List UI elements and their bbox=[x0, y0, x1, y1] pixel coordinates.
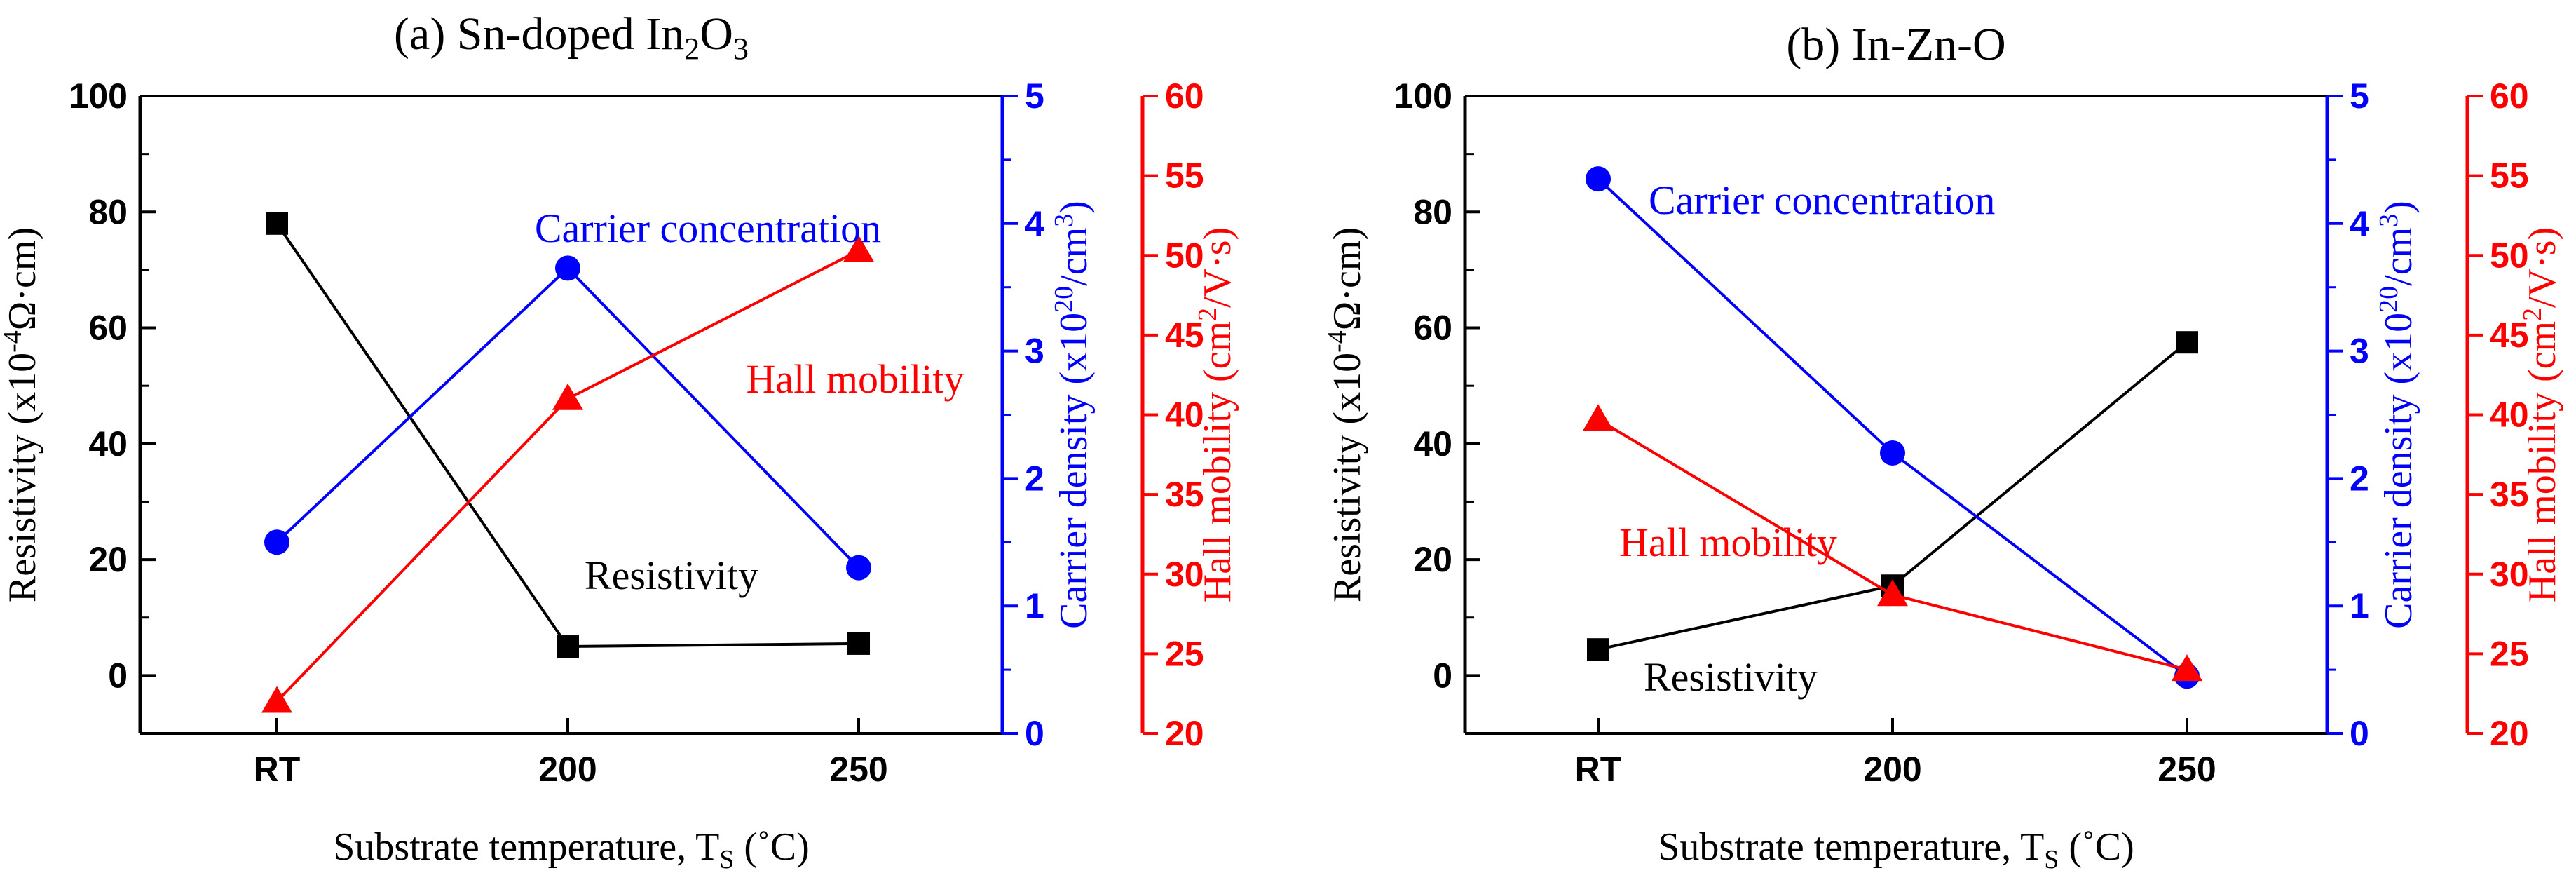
y-tick-label: 20 bbox=[1413, 540, 1452, 579]
y-tick-label: 45 bbox=[1165, 316, 1204, 355]
series-line-carrier-concentration bbox=[275, 266, 860, 569]
y-axis-label-2: Hall mobility (cm2/V·s) bbox=[1193, 227, 1239, 602]
y-tick-label: 4 bbox=[2350, 204, 2369, 243]
y-tick-label: 100 bbox=[69, 76, 128, 116]
y-tick-label: 5 bbox=[2350, 76, 2369, 116]
y-axis-label-2: Hall mobility (cm2/V·s) bbox=[2518, 227, 2564, 602]
y-tick-label: 80 bbox=[88, 192, 128, 231]
data-point-hall-mobility bbox=[552, 383, 583, 410]
chart-title: (b) In-Zn-O bbox=[1786, 19, 2005, 70]
y-tick-label: 0 bbox=[2350, 714, 2369, 753]
data-point-hall-mobility bbox=[1583, 404, 1614, 431]
data-point-hall-mobility bbox=[2172, 654, 2202, 682]
y-axis-label-0: Resistivity (x10-4Ω·cm) bbox=[1323, 227, 1369, 602]
x-tick-label: 200 bbox=[538, 750, 597, 789]
y-axis-label-1: Carrier density (x1020/cm3) bbox=[2374, 201, 2420, 629]
y-tick-label: 4 bbox=[1025, 204, 1044, 243]
x-tick-label: RT bbox=[1575, 750, 1622, 789]
y-tick-label: 35 bbox=[1165, 475, 1204, 514]
y-tick-label: 1 bbox=[2350, 586, 2369, 625]
annotation-hall-mobility: Hall mobility bbox=[1619, 520, 1837, 565]
y-tick-label: 80 bbox=[1413, 192, 1452, 231]
y-tick-label: 25 bbox=[2490, 634, 2529, 673]
y-tick-label: 60 bbox=[88, 309, 128, 348]
data-point-carrier-concentration bbox=[1586, 166, 1611, 192]
annotation-carrier-concentration: Carrier concentration bbox=[535, 205, 881, 251]
y-tick-label: 30 bbox=[1165, 555, 1204, 594]
y-tick-label: 30 bbox=[2490, 555, 2529, 594]
y-tick-label: 40 bbox=[1165, 395, 1204, 435]
y-tick-label: 20 bbox=[88, 540, 128, 579]
data-point-hall-mobility bbox=[843, 235, 874, 262]
y-tick-label: 2 bbox=[2350, 459, 2369, 498]
y-tick-label: 20 bbox=[2490, 714, 2529, 753]
y-tick-label: 0 bbox=[1433, 656, 1452, 695]
y-tick-label: 25 bbox=[1165, 634, 1204, 673]
x-axis-label: Substrate temperature, TS (˚C) bbox=[1658, 825, 2134, 874]
y-tick-label: 3 bbox=[1025, 332, 1044, 371]
x-tick-label: 200 bbox=[1863, 750, 1921, 789]
x-tick-label: 250 bbox=[829, 750, 887, 789]
y-axis-label-0: Resistivity (x10-4Ω·cm) bbox=[0, 227, 44, 602]
y-tick-label: 40 bbox=[88, 424, 128, 463]
chart-panel-a: (a) Sn-doped In2O3020406080100Resistivit… bbox=[0, 8, 1239, 874]
data-point-resistivity bbox=[557, 635, 579, 658]
annotation-carrier-concentration: Carrier concentration bbox=[1649, 177, 1995, 223]
y-tick-label: 1 bbox=[1025, 586, 1044, 625]
annotation-hall-mobility: Hall mobility bbox=[747, 356, 965, 402]
data-point-carrier-concentration bbox=[1880, 440, 1905, 466]
y-tick-label: 0 bbox=[108, 656, 128, 695]
y-tick-label: 45 bbox=[2490, 316, 2529, 355]
data-point-resistivity bbox=[1587, 638, 1609, 661]
y-tick-label: 60 bbox=[2490, 76, 2529, 116]
annotation-resistivity: Resistivity bbox=[585, 553, 758, 598]
x-tick-label: 250 bbox=[2158, 750, 2216, 789]
y-tick-label: 20 bbox=[1165, 714, 1204, 753]
y-tick-label: 55 bbox=[2490, 156, 2529, 196]
y-tick-label: 40 bbox=[1413, 424, 1452, 463]
y-tick-label: 2 bbox=[1025, 459, 1044, 498]
y-tick-label: 3 bbox=[2350, 332, 2369, 371]
data-point-carrier-concentration bbox=[264, 529, 289, 555]
y-tick-label: 35 bbox=[2490, 475, 2529, 514]
y-tick-label: 40 bbox=[2490, 395, 2529, 435]
y-tick-label: 55 bbox=[1165, 156, 1204, 196]
data-point-resistivity bbox=[266, 212, 288, 235]
data-point-carrier-concentration bbox=[846, 555, 871, 581]
x-tick-label: RT bbox=[254, 750, 301, 789]
data-point-hall-mobility bbox=[261, 686, 292, 713]
y-tick-label: 50 bbox=[2490, 236, 2529, 275]
series-line-resistivity bbox=[275, 222, 859, 649]
y-tick-label: 100 bbox=[1394, 76, 1452, 116]
y-tick-label: 60 bbox=[1165, 76, 1204, 116]
annotation-resistivity: Resistivity bbox=[1644, 654, 1818, 700]
data-point-resistivity bbox=[2176, 331, 2198, 354]
y-tick-label: 60 bbox=[1413, 309, 1452, 348]
y-axis-label-1: Carrier density (x1020/cm3) bbox=[1049, 201, 1096, 629]
y-tick-label: 0 bbox=[1025, 714, 1044, 753]
y-tick-label: 50 bbox=[1165, 236, 1204, 275]
chart-title: (a) Sn-doped In2O3 bbox=[394, 8, 749, 66]
data-point-hall-mobility bbox=[1877, 579, 1908, 607]
y-tick-label: 5 bbox=[1025, 76, 1044, 116]
data-point-carrier-concentration bbox=[555, 255, 580, 281]
x-axis-label: Substrate temperature, TS (˚C) bbox=[333, 825, 809, 874]
data-point-resistivity bbox=[847, 632, 870, 655]
